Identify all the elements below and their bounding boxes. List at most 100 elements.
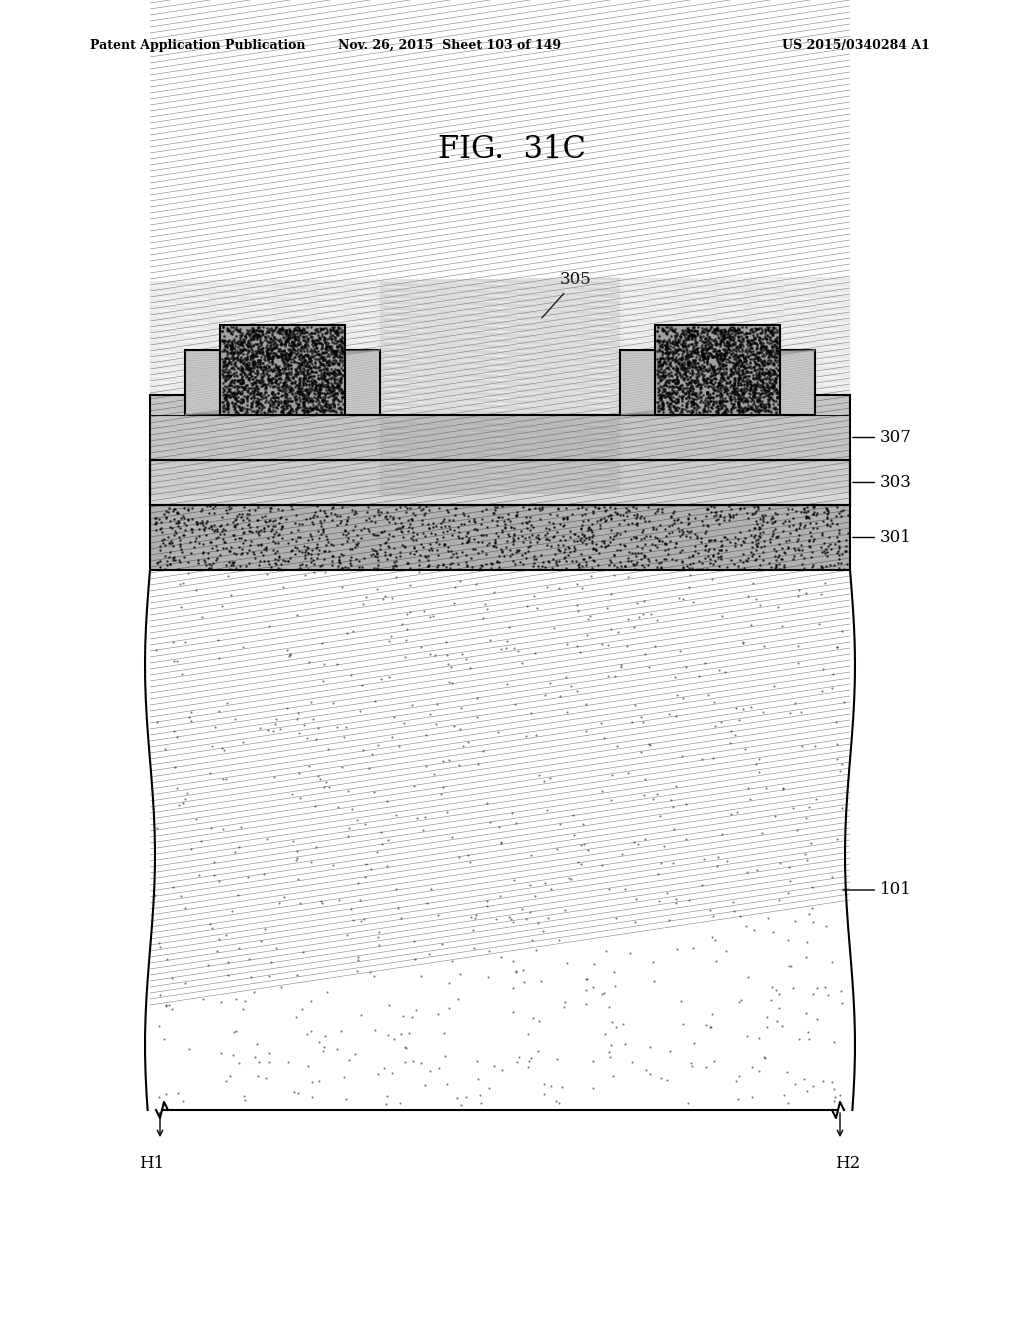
Point (300, 346, 316, 367)
Point (333, 338, 349, 359)
Point (266, 366, 283, 387)
Point (258, 337, 274, 358)
Point (660, 523, 677, 544)
Point (784, 549, 801, 570)
Point (817, 573, 834, 594)
Point (718, 354, 734, 375)
Point (695, 348, 712, 370)
Point (271, 391, 288, 412)
Point (751, 362, 767, 383)
Point (310, 321, 327, 342)
Point (674, 380, 690, 401)
Point (312, 387, 329, 408)
Point (663, 399, 679, 420)
Point (652, 399, 669, 420)
Point (218, 354, 234, 375)
Point (664, 506, 680, 527)
Point (743, 388, 760, 409)
Point (210, 527, 226, 548)
Point (669, 325, 685, 346)
Point (255, 374, 271, 395)
Point (257, 378, 273, 399)
Point (339, 510, 355, 531)
Point (294, 541, 310, 562)
Point (285, 368, 301, 389)
Point (245, 374, 261, 395)
Point (254, 321, 270, 342)
Point (722, 389, 738, 411)
Point (750, 358, 766, 379)
Point (296, 400, 312, 421)
Point (299, 400, 315, 421)
Point (732, 389, 749, 411)
Point (332, 396, 348, 417)
Point (278, 391, 294, 412)
Point (316, 562, 333, 583)
Point (231, 380, 248, 401)
Point (739, 777, 756, 799)
Point (727, 368, 743, 389)
Point (281, 355, 297, 376)
Point (288, 397, 304, 418)
Point (259, 341, 275, 362)
Point (736, 375, 753, 396)
Point (755, 376, 771, 397)
Point (281, 326, 297, 347)
Point (805, 503, 821, 524)
Point (312, 327, 329, 348)
Point (269, 541, 286, 562)
Point (266, 391, 283, 412)
Point (241, 513, 257, 535)
Point (685, 383, 701, 404)
Point (360, 496, 377, 517)
Point (290, 381, 306, 403)
Point (730, 384, 746, 405)
Point (660, 343, 677, 364)
Point (584, 521, 600, 543)
Point (582, 546, 598, 568)
Point (217, 347, 233, 368)
Point (564, 805, 581, 826)
Point (496, 511, 512, 532)
Point (741, 356, 758, 378)
Point (224, 333, 241, 354)
Point (511, 540, 527, 561)
Point (220, 401, 237, 422)
Point (730, 375, 746, 396)
Point (243, 395, 259, 416)
Point (700, 326, 717, 347)
Point (325, 375, 341, 396)
Point (673, 511, 689, 532)
Point (756, 346, 772, 367)
Point (528, 598, 545, 619)
Point (828, 636, 845, 657)
Point (280, 348, 296, 370)
Point (244, 356, 260, 378)
Point (250, 378, 266, 399)
Point (251, 335, 267, 356)
Point (653, 502, 670, 523)
Point (714, 323, 730, 345)
Point (328, 359, 344, 380)
Point (741, 341, 758, 362)
Point (313, 363, 330, 384)
Point (414, 510, 430, 531)
Point (304, 399, 321, 420)
Point (725, 504, 741, 525)
Point (680, 319, 696, 341)
Point (327, 327, 343, 348)
Point (603, 1035, 620, 1056)
Point (748, 378, 764, 399)
Point (366, 506, 382, 527)
Point (366, 539, 382, 560)
Point (233, 366, 250, 387)
Point (731, 346, 748, 367)
Point (180, 1039, 197, 1060)
Point (287, 364, 303, 385)
Point (758, 368, 774, 389)
Point (249, 401, 265, 422)
Point (678, 366, 694, 387)
Point (506, 524, 522, 545)
Point (830, 519, 847, 540)
Point (219, 345, 236, 366)
